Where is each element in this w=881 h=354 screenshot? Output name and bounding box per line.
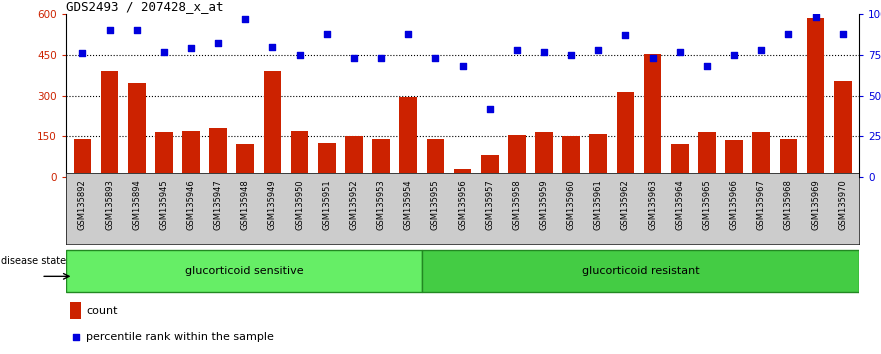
Bar xyxy=(345,136,363,177)
Point xyxy=(483,106,497,112)
Text: GSM135958: GSM135958 xyxy=(513,179,522,230)
Point xyxy=(184,46,198,51)
Bar xyxy=(617,92,634,177)
Text: GSM135969: GSM135969 xyxy=(811,179,820,230)
Point xyxy=(537,49,551,55)
Bar xyxy=(725,140,743,177)
Text: GSM135945: GSM135945 xyxy=(159,179,168,230)
Text: glucorticoid sensitive: glucorticoid sensitive xyxy=(185,266,303,276)
Point xyxy=(292,52,307,58)
Text: GSM135968: GSM135968 xyxy=(784,179,793,230)
Point xyxy=(455,63,470,69)
Text: GSM135970: GSM135970 xyxy=(838,179,848,230)
Text: GSM135964: GSM135964 xyxy=(675,179,685,230)
Text: GSM135953: GSM135953 xyxy=(376,179,386,230)
Point xyxy=(673,49,687,55)
Bar xyxy=(833,81,852,177)
Text: GSM135954: GSM135954 xyxy=(403,179,412,230)
Text: GSM135957: GSM135957 xyxy=(485,179,494,230)
Bar xyxy=(399,97,417,177)
Bar xyxy=(318,143,336,177)
Point xyxy=(211,41,226,46)
Text: GSM135946: GSM135946 xyxy=(187,179,196,230)
Point xyxy=(102,28,116,33)
Bar xyxy=(128,84,145,177)
Point xyxy=(69,334,83,340)
Point xyxy=(510,47,524,53)
Bar xyxy=(454,169,471,177)
Bar xyxy=(236,144,254,177)
Point xyxy=(618,33,633,38)
Bar xyxy=(644,53,662,177)
Bar xyxy=(73,139,92,177)
Text: GSM135959: GSM135959 xyxy=(539,179,549,230)
Text: GSM135962: GSM135962 xyxy=(621,179,630,230)
Text: GSM135965: GSM135965 xyxy=(702,179,712,230)
Text: GSM135961: GSM135961 xyxy=(594,179,603,230)
Bar xyxy=(210,128,227,177)
Text: GSM135952: GSM135952 xyxy=(350,179,359,230)
Bar xyxy=(671,144,689,177)
Text: GSM135966: GSM135966 xyxy=(729,179,738,230)
Bar xyxy=(291,131,308,177)
Bar xyxy=(155,132,173,177)
Text: GSM135950: GSM135950 xyxy=(295,179,304,230)
Point xyxy=(265,44,279,50)
Text: GDS2493 / 207428_x_at: GDS2493 / 207428_x_at xyxy=(66,0,224,13)
Text: percentile rank within the sample: percentile rank within the sample xyxy=(86,332,274,342)
Point xyxy=(727,52,741,58)
Bar xyxy=(562,136,580,177)
Point xyxy=(781,31,796,36)
Text: GSM135963: GSM135963 xyxy=(648,179,657,230)
Bar xyxy=(698,132,715,177)
Point xyxy=(401,31,415,36)
Text: disease state: disease state xyxy=(2,256,67,266)
Text: GSM135892: GSM135892 xyxy=(78,179,87,230)
Bar xyxy=(426,139,444,177)
Point xyxy=(347,55,361,61)
Point xyxy=(75,50,89,56)
Bar xyxy=(373,139,390,177)
Bar xyxy=(70,302,81,319)
Bar xyxy=(481,155,499,177)
Bar xyxy=(780,139,797,177)
Bar xyxy=(66,250,422,292)
Text: GSM135948: GSM135948 xyxy=(241,179,250,230)
Text: GSM135955: GSM135955 xyxy=(431,179,440,230)
Text: count: count xyxy=(86,306,117,316)
Text: GSM135893: GSM135893 xyxy=(105,179,114,230)
Bar xyxy=(422,250,859,292)
Bar xyxy=(263,71,281,177)
Point xyxy=(320,31,334,36)
Bar xyxy=(100,71,118,177)
Point xyxy=(157,49,171,55)
Text: GSM135967: GSM135967 xyxy=(757,179,766,230)
Point xyxy=(374,55,389,61)
Text: GSM135949: GSM135949 xyxy=(268,179,277,230)
Point xyxy=(700,63,714,69)
Text: GSM135951: GSM135951 xyxy=(322,179,331,230)
Text: glucorticoid resistant: glucorticoid resistant xyxy=(581,266,700,276)
Bar xyxy=(589,133,607,177)
Point xyxy=(836,31,850,36)
Text: GSM135960: GSM135960 xyxy=(566,179,575,230)
Point xyxy=(428,55,442,61)
Bar xyxy=(535,132,552,177)
Point xyxy=(646,55,660,61)
Text: GSM135947: GSM135947 xyxy=(213,179,223,230)
Point xyxy=(130,28,144,33)
Bar xyxy=(752,132,770,177)
Bar xyxy=(807,18,825,177)
Text: GSM135956: GSM135956 xyxy=(458,179,467,230)
Bar xyxy=(508,135,526,177)
Point xyxy=(564,52,578,58)
Point xyxy=(754,47,768,53)
Point xyxy=(591,47,605,53)
Point xyxy=(809,15,823,20)
Bar xyxy=(182,131,200,177)
Point xyxy=(238,16,252,22)
Text: GSM135894: GSM135894 xyxy=(132,179,141,230)
